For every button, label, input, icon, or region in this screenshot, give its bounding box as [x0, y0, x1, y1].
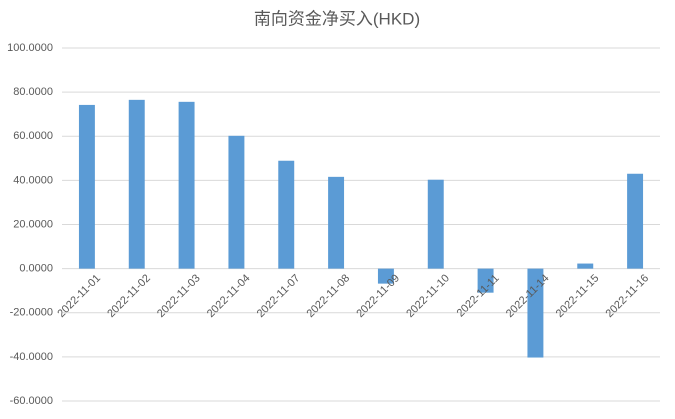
- bar: [427, 179, 444, 269]
- y-tick-label: 60.0000: [13, 130, 53, 142]
- bar: [278, 160, 295, 269]
- bar: [627, 173, 644, 269]
- y-tick-label: 100.0000: [7, 42, 53, 54]
- bar: [377, 268, 394, 284]
- bar: [577, 263, 594, 269]
- chart-title: 南向资金净买入(HKD): [254, 9, 420, 28]
- bar: [228, 135, 245, 269]
- y-tick-label: -40.0000: [10, 351, 53, 363]
- bar: [178, 101, 195, 269]
- bar: [128, 99, 145, 269]
- bar: [527, 268, 544, 358]
- y-tick-label: 80.0000: [13, 86, 53, 98]
- bar: [78, 104, 95, 269]
- y-tick-label: 20.0000: [13, 218, 53, 230]
- y-tick-label: 0.0000: [19, 263, 53, 275]
- bar: [477, 268, 494, 293]
- bar: [328, 176, 345, 269]
- y-tick-label: 40.0000: [13, 174, 53, 186]
- y-tick-label: -60.0000: [10, 395, 53, 407]
- y-tick-label: -20.0000: [10, 307, 53, 319]
